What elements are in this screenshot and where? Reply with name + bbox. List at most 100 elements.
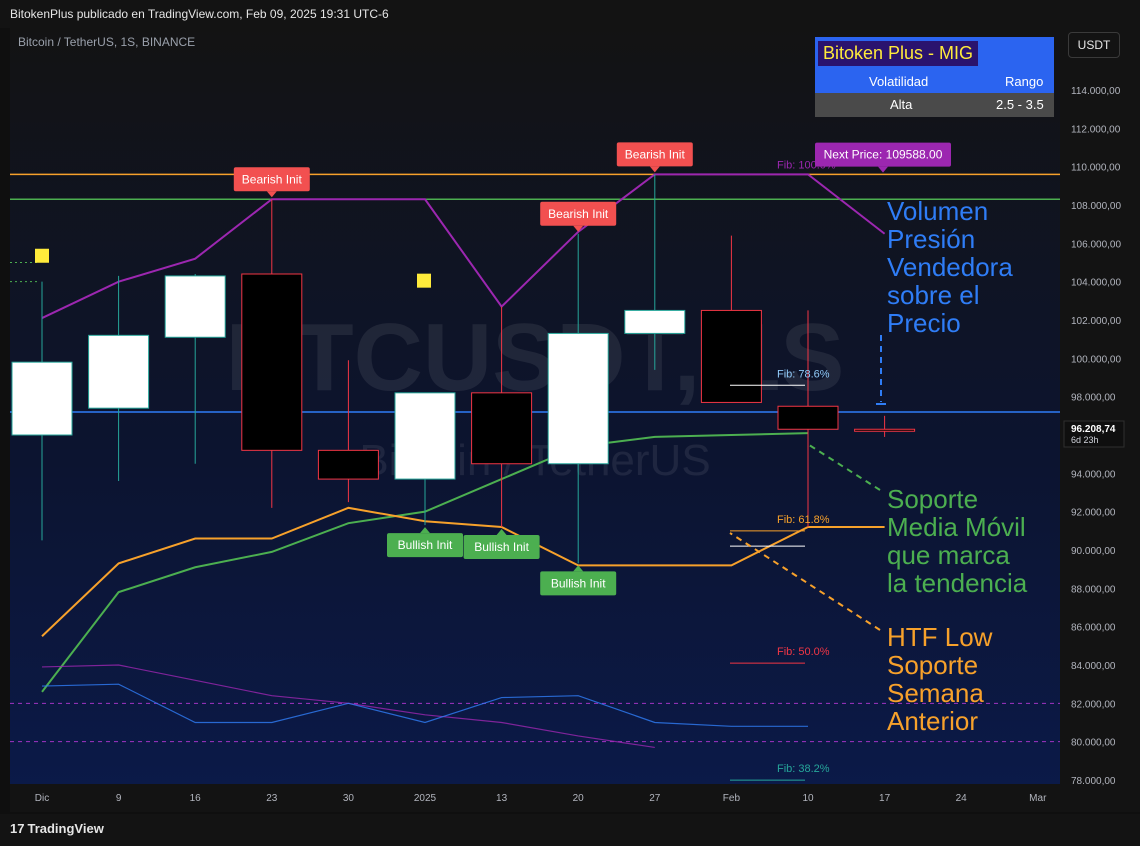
annotation-line: Soporte xyxy=(887,650,978,680)
price-tick-label: 100.000,00 xyxy=(1071,354,1121,365)
candle-up xyxy=(164,275,226,338)
annotation-line: que marca xyxy=(887,540,1010,570)
price-tick-label: 114.000,00 xyxy=(1071,86,1121,97)
fib-label: Fib: 38.2% xyxy=(777,763,830,775)
bearish-init-label: Bearish Init xyxy=(540,201,617,232)
bearish-init-label: Bearish Init xyxy=(233,167,310,198)
price-tick-label: 98.000,00 xyxy=(1071,393,1116,404)
annotation-line: Presión xyxy=(887,224,975,254)
signal-text: Bullish Init xyxy=(398,538,453,552)
fib-label: Fib: 50.0% xyxy=(777,646,830,658)
candle-down xyxy=(471,392,533,465)
candle-down xyxy=(317,449,379,480)
time-tick-label: 2025 xyxy=(414,793,437,804)
info-table-title: Bitoken Plus - MIG xyxy=(815,37,1054,70)
candle-down xyxy=(854,428,916,432)
symbol-label[interactable]: Bitcoin / TetherUS, 1S, BINANCE xyxy=(18,35,196,49)
range-header: Rango xyxy=(1005,74,1044,89)
signal-arrow xyxy=(573,225,584,232)
indicator-line-2 xyxy=(41,506,885,637)
candle-up xyxy=(11,361,73,436)
annotation-line: sobre el xyxy=(887,280,980,310)
candle-up xyxy=(624,309,686,334)
signal-square xyxy=(35,248,49,263)
volatility-header: Volatilidad xyxy=(869,74,929,89)
price-tick-label: 80.000,00 xyxy=(1071,738,1116,749)
signal-box xyxy=(540,201,617,226)
time-tick-label: Mar xyxy=(1029,793,1047,804)
price-tick-label: 86.000,00 xyxy=(1071,623,1116,634)
signal-box xyxy=(463,535,540,559)
price-tick-label: 108.000,00 xyxy=(1071,201,1121,212)
time-tick-label: 9 xyxy=(116,793,122,804)
price-tick-label: 110.000,00 xyxy=(1071,163,1121,174)
candle-up xyxy=(394,392,456,480)
top-bar: BitokenPlus publicado en TradingView.com… xyxy=(0,0,1140,28)
time-tick-label: 20 xyxy=(573,793,585,804)
time-tick-label: 13 xyxy=(496,793,508,804)
annotation-line: Vendedora xyxy=(887,252,1013,282)
tradingview-icon: 17 xyxy=(10,821,25,836)
volatility-value: Alta xyxy=(890,97,913,112)
annotation-line: Precio xyxy=(887,308,961,338)
annotation-text: Soporte Media Móvil que marca la tendencia xyxy=(887,484,1028,598)
price-tick-label: 82.000,00 xyxy=(1071,699,1116,710)
annotation-arrow xyxy=(805,442,881,491)
price-tick-label: 90.000,00 xyxy=(1071,546,1116,557)
price-tick-label: 84.000,00 xyxy=(1071,661,1116,672)
annotation-line: Soporte xyxy=(887,484,978,514)
bullish-init-label: Bullish Init xyxy=(463,529,540,559)
footer-bar: 17 TradingView xyxy=(0,814,1140,846)
candle-up xyxy=(88,334,150,409)
info-table: Bitoken Plus - MIG Volatilidad Rango Alt… xyxy=(815,37,1054,117)
annotation-line: HTF Low xyxy=(887,622,993,652)
price-tick-label: 88.000,00 xyxy=(1071,584,1116,595)
currency-button[interactable]: USDT xyxy=(1068,32,1120,58)
time-tick-label: 23 xyxy=(266,793,278,804)
price-tick-label: 92.000,00 xyxy=(1071,508,1116,519)
signal-arrow xyxy=(496,529,507,535)
signal-box xyxy=(233,167,310,192)
signal-box xyxy=(387,533,463,558)
bullish-init-label: Bullish Init xyxy=(387,527,463,558)
fib-label: Fib: 78.6% xyxy=(777,368,830,380)
next-price-arrow xyxy=(878,166,888,173)
info-table-header: Volatilidad Rango xyxy=(815,70,1054,93)
price-tick-label: 94.000,00 xyxy=(1071,469,1116,480)
signal-arrow xyxy=(420,527,430,534)
candle-down xyxy=(777,405,839,430)
signal-box xyxy=(540,571,617,596)
range-value: 2.5 - 3.5 xyxy=(996,97,1044,112)
signal-text: Bearish Init xyxy=(242,172,303,186)
price-axis-background xyxy=(1060,28,1140,812)
signal-text: Bearish Init xyxy=(548,207,609,221)
next-price-box xyxy=(815,142,951,167)
next-price-text: Next Price: 109588.00 xyxy=(824,148,943,162)
fib-label: Fib: 61.8% xyxy=(777,514,830,526)
price-tick-label: 78.000,00 xyxy=(1071,776,1116,787)
signal-box xyxy=(616,142,693,167)
signal-text: Bullish Init xyxy=(474,540,529,554)
time-tick-label: 17 xyxy=(879,793,891,804)
price-tick-label: 106.000,00 xyxy=(1071,239,1121,250)
time-axis-background xyxy=(10,784,1060,812)
time-tick-label: Feb xyxy=(723,793,741,804)
signal-arrow xyxy=(649,166,660,173)
tradingview-logo[interactable]: 17 TradingView xyxy=(10,821,104,836)
time-tick-label: 30 xyxy=(343,793,355,804)
annotation-line: Anterior xyxy=(887,706,978,736)
countdown-label: 6d 23h xyxy=(1071,435,1099,445)
signal-square xyxy=(417,273,431,288)
annotation-line: Volumen xyxy=(887,196,988,226)
annotation-line: la tendencia xyxy=(887,568,1028,598)
publish-info: BitokenPlus publicado en TradingView.com… xyxy=(10,7,389,21)
price-tick-label: 102.000,00 xyxy=(1071,316,1121,327)
signal-text: Bullish Init xyxy=(551,576,606,590)
annotation-text: HTF Low Soporte Semana Anterior xyxy=(887,622,993,736)
annotation-text: Volumen Presión Vendedora sobre el Precio xyxy=(887,196,1013,338)
signal-arrow xyxy=(266,191,277,198)
indicator-line-5 xyxy=(41,683,808,727)
price-tick-label: 112.000,00 xyxy=(1071,124,1121,135)
time-tick-label: Dic xyxy=(35,793,49,804)
